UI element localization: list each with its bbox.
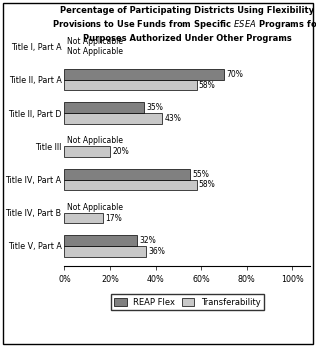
Text: 70%: 70% xyxy=(226,70,243,79)
Bar xyxy=(64,69,224,80)
Legend: REAP Flex, Transferability: REAP Flex, Transferability xyxy=(111,295,264,310)
Bar xyxy=(64,179,197,190)
Text: 36%: 36% xyxy=(149,247,166,256)
Text: 32%: 32% xyxy=(140,236,156,245)
Bar xyxy=(64,213,103,223)
Bar xyxy=(64,146,110,157)
Text: 20%: 20% xyxy=(112,147,129,156)
Text: 43%: 43% xyxy=(165,114,182,123)
Bar xyxy=(64,113,162,124)
Text: 35%: 35% xyxy=(146,103,163,112)
Text: Not Applicable: Not Applicable xyxy=(67,203,123,212)
Text: 58%: 58% xyxy=(199,81,216,90)
Bar xyxy=(64,102,144,113)
Title: Percentage of Participating Districts Using Flexibility
Provisions to Use Funds : Percentage of Participating Districts Us… xyxy=(52,6,316,43)
Text: Not Applicable: Not Applicable xyxy=(67,37,123,46)
Bar xyxy=(64,169,190,179)
Text: Not Applicable: Not Applicable xyxy=(67,47,123,56)
Text: 17%: 17% xyxy=(106,213,122,222)
Text: Not Applicable: Not Applicable xyxy=(67,136,123,145)
Text: 55%: 55% xyxy=(192,170,209,179)
Bar xyxy=(64,246,146,257)
Text: 58%: 58% xyxy=(199,180,216,189)
Bar xyxy=(64,80,197,91)
Bar xyxy=(64,235,137,246)
